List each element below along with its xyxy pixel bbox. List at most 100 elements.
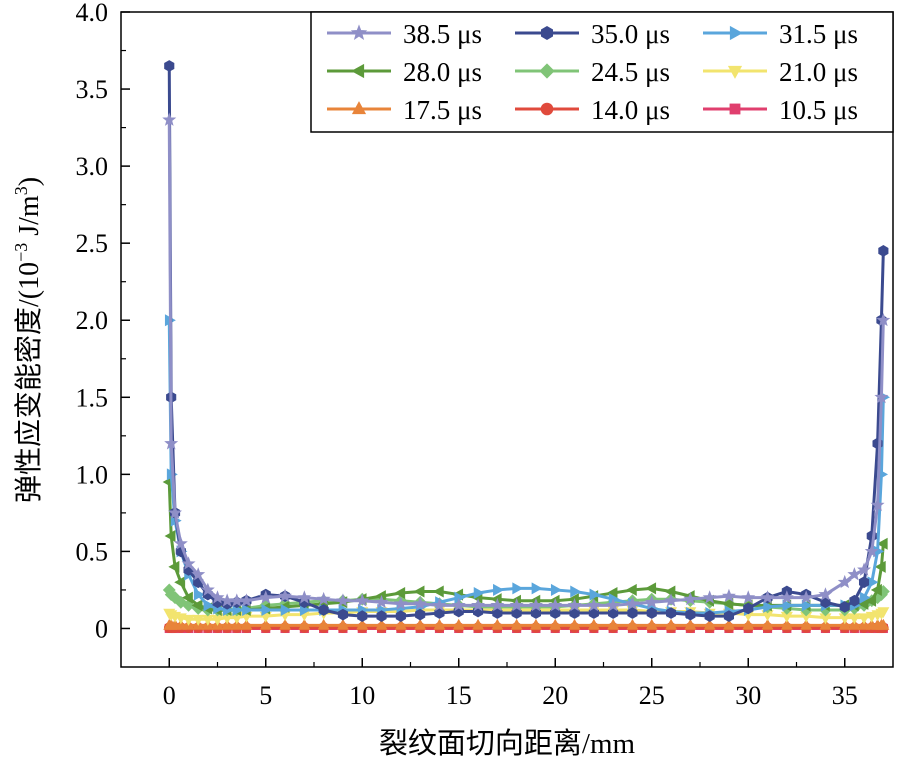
data-point (278, 588, 293, 603)
data-point (356, 618, 369, 630)
y-tick-label: 0 (95, 614, 108, 643)
data-point (874, 560, 886, 573)
y-tick-label: 3.5 (76, 75, 109, 104)
data-point (625, 596, 640, 610)
x-tick-label: 0 (163, 681, 176, 710)
data-point (174, 618, 187, 630)
data-point (335, 593, 350, 607)
series-31.5us (164, 314, 890, 620)
data-point (760, 590, 775, 604)
data-point (800, 618, 813, 630)
data-point (858, 618, 871, 630)
data-point (298, 618, 311, 630)
data-point (645, 618, 658, 630)
data-point (847, 567, 862, 581)
data-point (191, 567, 206, 581)
data-point (192, 614, 205, 626)
data-point (857, 562, 872, 576)
y-axis-label-unit-exponent: 3 (11, 186, 31, 195)
data-point (375, 618, 388, 630)
data-point (394, 587, 406, 600)
data-point (432, 598, 447, 612)
data-point (567, 598, 582, 612)
data-point (472, 618, 485, 630)
data-point (393, 596, 408, 610)
data-point (608, 607, 619, 619)
data-point (164, 60, 175, 72)
legend-label: 10.5 μs (779, 95, 858, 125)
data-point (859, 591, 871, 604)
data-point (877, 618, 890, 630)
data-point (665, 618, 678, 630)
series-35.0us (164, 60, 889, 622)
legend-label: 24.5 μs (591, 57, 670, 87)
data-point (782, 599, 794, 612)
data-point (200, 582, 215, 596)
data-point (702, 590, 717, 604)
data-point (193, 588, 205, 601)
data-point (491, 618, 504, 630)
data-point (261, 603, 273, 616)
data-point (874, 389, 889, 404)
data-point (627, 607, 638, 619)
legend-item: 31.5 μs (703, 19, 858, 49)
data-point (858, 576, 870, 589)
data-point (864, 544, 879, 558)
data-point (703, 618, 716, 630)
data-point (684, 618, 697, 630)
data-point (259, 618, 272, 630)
series-17.5us (163, 618, 890, 630)
data-point (336, 618, 349, 630)
data-point (376, 610, 387, 622)
data-point (414, 618, 427, 630)
data-point (173, 536, 188, 550)
series-line (167, 119, 885, 607)
legend-marker (727, 65, 743, 79)
legend: 38.5 μs 35.0 μs 31.5 μs 28.0 μs 24.5 μs 21.0 … (310, 11, 894, 133)
x-tick-label: 20 (542, 681, 568, 710)
data-point (704, 610, 715, 622)
data-point (801, 599, 813, 612)
data-point (182, 614, 195, 626)
data-point (473, 587, 485, 600)
data-point (413, 596, 428, 610)
legend-item: 14.0 μs (515, 95, 670, 125)
legend-marker (351, 101, 367, 115)
data-point (742, 618, 755, 630)
data-point (568, 618, 581, 630)
data-point (606, 598, 621, 612)
data-point (529, 618, 542, 630)
data-point (242, 603, 254, 616)
data-point (337, 608, 349, 621)
data-point (258, 590, 273, 604)
data-point (626, 618, 639, 630)
data-point (510, 618, 523, 630)
data-point (743, 602, 754, 615)
legend-item: 24.5 μs (515, 57, 670, 87)
data-point (570, 585, 582, 598)
data-point (819, 618, 832, 630)
data-point (493, 583, 504, 596)
data-point (452, 618, 465, 630)
y-tick-label: 2.5 (76, 229, 109, 258)
data-point (870, 497, 885, 512)
data-point (763, 600, 775, 613)
data-point (454, 591, 466, 604)
data-point (374, 594, 389, 609)
data-point (530, 607, 542, 619)
data-point (549, 618, 562, 630)
y-axis-label-main: 弹性应变能密度/(10 (13, 262, 45, 503)
data-point (395, 610, 406, 622)
data-point (451, 598, 466, 612)
y-tick-label: 1.5 (76, 383, 109, 412)
legend-label: 28.0 μs (403, 57, 482, 87)
data-point (589, 588, 601, 601)
series-line (167, 320, 885, 615)
y-tick-label: 3.0 (76, 152, 109, 181)
data-point (492, 607, 503, 619)
data-point (509, 598, 524, 612)
x-axis-label: 裂纹面切向距离/mm (379, 727, 636, 760)
series-line (167, 482, 885, 612)
data-point (531, 582, 543, 595)
data-point (761, 618, 774, 630)
